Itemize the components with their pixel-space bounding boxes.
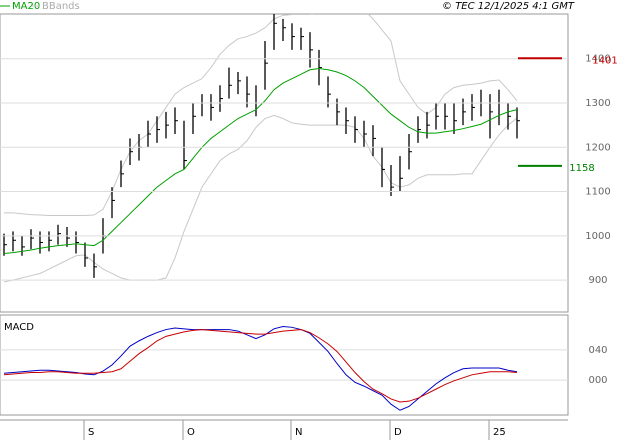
x-tick-label: S [88, 427, 94, 438]
level-label: 1401 [592, 55, 617, 66]
x-tick-label: D [394, 427, 402, 438]
macd-line [3, 329, 518, 403]
price-panel [0, 13, 569, 313]
y-tick-label: 1100 [585, 187, 610, 198]
x-tick-label: 25 [493, 427, 506, 438]
legend-label: MA20 [12, 1, 40, 12]
y-tick-label: 1400 [585, 54, 610, 65]
price-plot [3, 14, 520, 283]
bband-lower [3, 114, 518, 283]
y-tick-label: 900 [588, 275, 607, 286]
macd-panel [0, 314, 569, 416]
x-tick-label: N [295, 427, 302, 438]
x-tick-label: O [187, 427, 195, 438]
y-tick-label: 1200 [585, 142, 610, 153]
panel-title: MACD [4, 322, 34, 333]
bband-upper [4, 14, 518, 216]
legend-label: BBands [42, 1, 80, 12]
copyright: © TEC 12/1/2025 4:1 GMT [442, 1, 575, 12]
ma20-line [3, 67, 518, 255]
y-tick-label: 1300 [585, 98, 610, 109]
y-tick-label: 040 [588, 345, 607, 356]
level-label: 1158 [569, 163, 594, 174]
y-tick-label: 000 [588, 375, 607, 386]
macd-line [3, 326, 518, 411]
y-tick-label: 1000 [585, 231, 610, 242]
